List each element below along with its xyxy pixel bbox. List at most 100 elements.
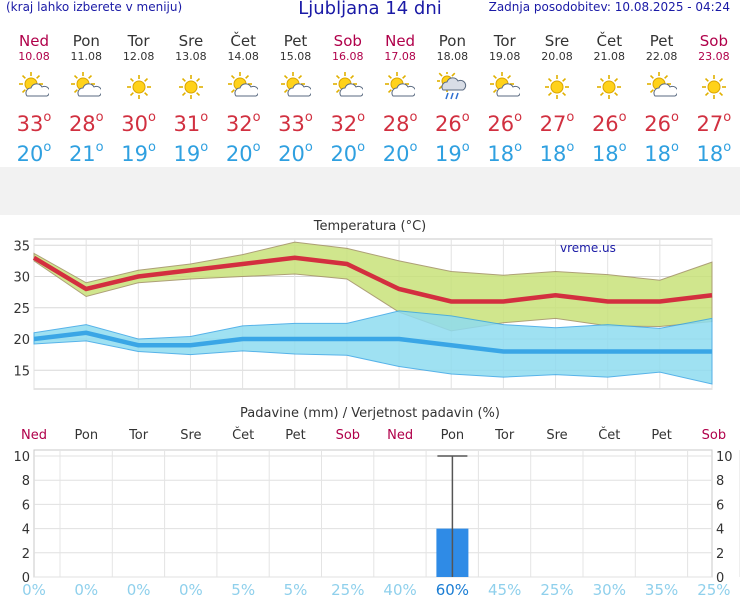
partly-cloudy-icon: [333, 72, 363, 102]
day-date: 16.08: [322, 50, 374, 63]
min-temperature-value: 20: [226, 142, 253, 166]
precipitation-chart-title: Padavine (mm) / Verjetnost padavin (%): [0, 406, 740, 421]
y-tick-label: 15: [13, 364, 30, 379]
day-name: Čet: [217, 32, 269, 50]
y-tick-label: 2: [22, 547, 30, 562]
degree-sign: o: [305, 110, 313, 125]
precip-probability: 60%: [426, 581, 478, 599]
min-temperature-value: 20: [383, 142, 410, 166]
min-temperature-value: 20: [17, 142, 44, 166]
degree-sign: o: [148, 140, 156, 155]
degree-sign: o: [357, 110, 365, 125]
min-temperature-value: 18: [644, 142, 671, 166]
y-tick-label: 4: [22, 523, 30, 538]
precip-day-label: Tor: [113, 428, 165, 443]
degree-sign: o: [200, 110, 208, 125]
day-date: 12.08: [113, 50, 165, 63]
degree-sign: o: [619, 140, 627, 155]
max-temperature: 30o: [113, 112, 165, 136]
precip-day-label: Čet: [217, 428, 269, 443]
y-tick-label: 20: [13, 333, 30, 348]
precip-probability: 40%: [374, 581, 426, 599]
min-temperature: 20o: [374, 142, 426, 166]
partly-cloudy-icon: [490, 72, 520, 102]
max-temperature-value: 30: [121, 112, 148, 136]
precip-probability: 25%: [531, 581, 583, 599]
partly-cloudy-icon: [19, 72, 49, 102]
day-date: 14.08: [217, 50, 269, 63]
precip-day-label: Ned: [8, 428, 60, 443]
day-date: 23.08: [688, 50, 740, 63]
min-temperature: 18o: [583, 142, 635, 166]
day-name: Tor: [113, 32, 165, 50]
degree-sign: o: [462, 110, 470, 125]
temperature-chart-title: Temperatura (°C): [0, 219, 740, 234]
min-temperature-value: 18: [697, 142, 724, 166]
plot-area: [34, 450, 712, 577]
degree-sign: o: [253, 140, 261, 155]
precip-probability: 5%: [217, 581, 269, 599]
min-temperature: 19o: [426, 142, 478, 166]
degree-sign: o: [409, 110, 417, 125]
y-tick-label-right: 10: [716, 450, 733, 465]
precip-day-label: Sob: [688, 428, 740, 443]
degree-sign: o: [96, 110, 104, 125]
rain-icon: [437, 72, 467, 102]
day-name: Sre: [165, 32, 217, 50]
precip-probability: 35%: [636, 581, 688, 599]
precip-probability: 25%: [688, 581, 740, 599]
precip-day-label: Ned: [374, 428, 426, 443]
max-temperature-value: 32: [226, 112, 253, 136]
degree-sign: o: [253, 110, 261, 125]
max-temperature-value: 33: [278, 112, 305, 136]
degree-sign: o: [514, 140, 522, 155]
max-temperature-value: 28: [383, 112, 410, 136]
min-temperature-value: 18: [540, 142, 567, 166]
partly-cloudy-icon: [647, 72, 677, 102]
day-name: Tor: [479, 32, 531, 50]
degree-sign: o: [566, 140, 574, 155]
day-name: Sob: [322, 32, 374, 50]
day-date: 11.08: [60, 50, 112, 63]
max-temperature: 27o: [531, 112, 583, 136]
degree-sign: o: [43, 110, 51, 125]
y-tick-label-right: 6: [716, 498, 724, 513]
y-tick-label-right: 4: [716, 523, 724, 538]
max-temperature-value: 26: [435, 112, 462, 136]
degree-sign: o: [671, 140, 679, 155]
max-temperature-value: 26: [592, 112, 619, 136]
sun-icon: [699, 72, 729, 102]
precip-day-label: Sre: [165, 428, 217, 443]
day-name: Pon: [426, 32, 478, 50]
sun-icon: [542, 72, 572, 102]
max-temperature-value: 26: [487, 112, 514, 136]
day-date: 13.08: [165, 50, 217, 63]
precip-probability: 45%: [479, 581, 531, 599]
precip-day-label: Pet: [636, 428, 688, 443]
max-temperature: 26o: [426, 112, 478, 136]
day-date: 21.08: [583, 50, 635, 63]
y-tick-label: 25: [13, 302, 30, 317]
y-tick-label-right: 2: [716, 547, 724, 562]
degree-sign: o: [566, 110, 574, 125]
precip-probability: 5%: [270, 581, 322, 599]
min-temperature-value: 18: [487, 142, 514, 166]
day-name: Pet: [270, 32, 322, 50]
degree-sign: o: [305, 140, 313, 155]
precip-day-label: Sob: [322, 428, 374, 443]
y-tick-label: 6: [22, 498, 30, 513]
min-temperature: 19o: [113, 142, 165, 166]
y-tick-label: 8: [22, 474, 30, 489]
partly-cloudy-icon: [228, 72, 258, 102]
max-temperature-value: 32: [330, 112, 357, 136]
max-temperature: 33o: [270, 112, 322, 136]
